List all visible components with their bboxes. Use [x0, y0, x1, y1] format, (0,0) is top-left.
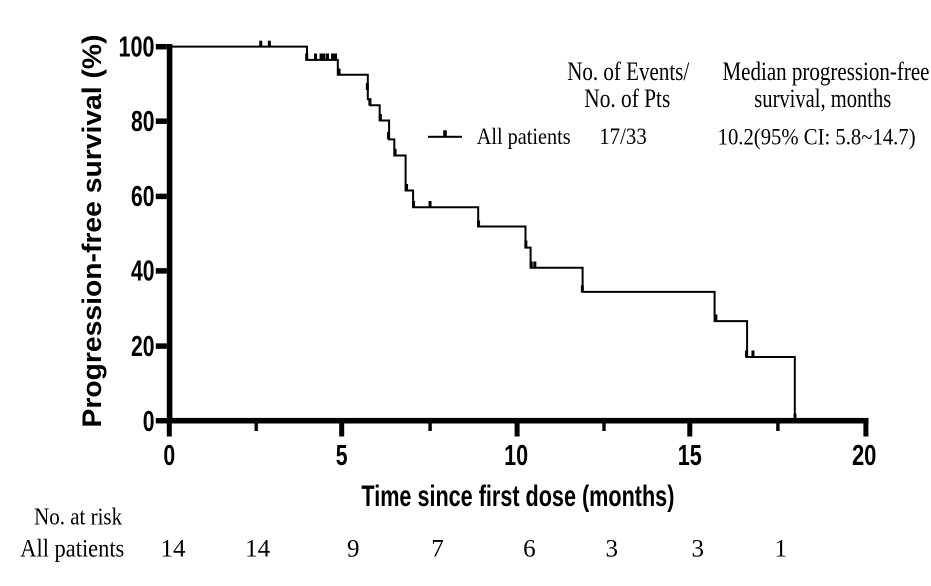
svg-text:Median progression-free: Median progression-free: [723, 57, 930, 86]
svg-text:20: 20: [852, 440, 877, 472]
svg-text:All patients: All patients: [477, 124, 571, 150]
svg-text:3: 3: [692, 536, 705, 563]
svg-text:0: 0: [163, 440, 175, 472]
svg-text:60: 60: [131, 181, 155, 213]
svg-text:10: 10: [504, 440, 528, 472]
svg-text:All patients: All patients: [20, 536, 124, 563]
svg-text:17/33: 17/33: [599, 124, 647, 150]
svg-text:survival, months: survival, months: [754, 84, 891, 113]
svg-text:7: 7: [431, 536, 444, 563]
svg-text:40: 40: [131, 256, 155, 288]
svg-text:5: 5: [336, 440, 348, 472]
svg-text:No. at risk: No. at risk: [34, 504, 123, 531]
svg-text:3: 3: [605, 536, 618, 563]
svg-text:1: 1: [774, 536, 787, 563]
svg-text:14: 14: [161, 536, 187, 563]
svg-text:10.2(95% CI: 5.8~14.7): 10.2(95% CI: 5.8~14.7): [718, 124, 916, 150]
svg-text:14: 14: [245, 536, 271, 563]
svg-text:9: 9: [347, 536, 360, 563]
svg-text:15: 15: [678, 440, 702, 472]
svg-text:100: 100: [119, 32, 155, 64]
svg-text:80: 80: [131, 106, 155, 138]
svg-text:No. of Pts: No. of Pts: [584, 84, 670, 113]
svg-text:Progression-free survival (%): Progression-free survival (%): [77, 35, 107, 428]
svg-text:0: 0: [143, 406, 155, 438]
svg-text:20: 20: [131, 331, 155, 363]
svg-text:6: 6: [523, 536, 536, 563]
svg-text:Time since first dose (months): Time since first dose (months): [361, 480, 674, 513]
svg-text:No. of Events/: No. of Events/: [567, 57, 690, 86]
